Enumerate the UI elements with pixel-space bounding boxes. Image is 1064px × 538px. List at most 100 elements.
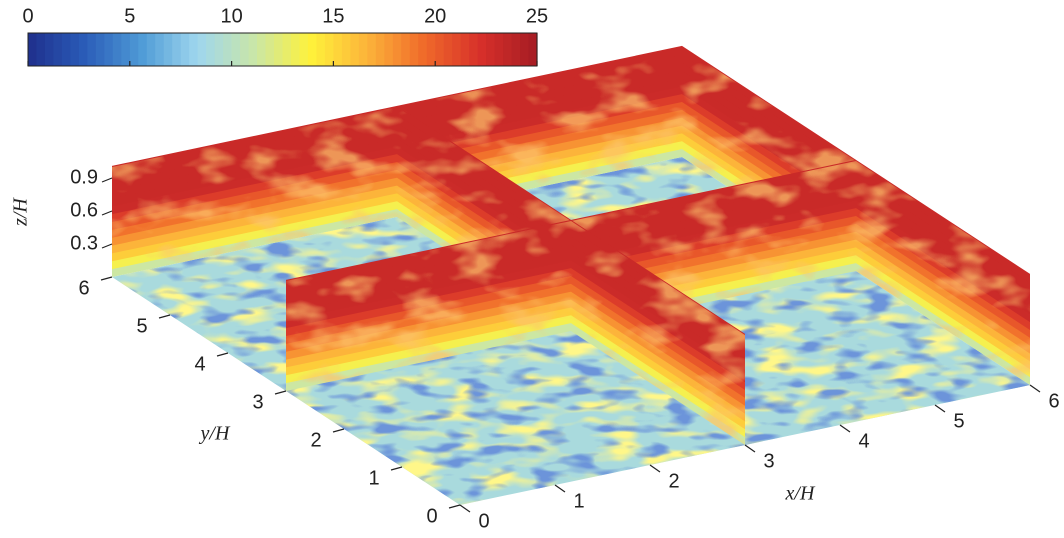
y-tick	[448, 504, 461, 509]
colorbar-cell	[257, 33, 267, 66]
colorbar-cell	[358, 33, 368, 66]
y-tick-label: 5	[136, 315, 147, 337]
z-tick-label: 0.3	[70, 232, 98, 254]
colorbar-cell	[87, 33, 97, 66]
colorbar-cell	[28, 33, 38, 66]
colorbar-cell	[307, 33, 318, 66]
colorbar-tick-label: 20	[424, 5, 446, 27]
y-tick-label: 4	[194, 353, 205, 375]
x-tick-label: 2	[668, 470, 679, 492]
colorbar-cell	[146, 33, 156, 66]
colorbar-cell	[155, 33, 165, 66]
colorbar-cell	[223, 33, 233, 66]
colorbar-frame	[27, 32, 538, 67]
colorbar-cell	[341, 33, 351, 66]
x-tick	[554, 484, 566, 493]
colorbar-cell	[316, 33, 326, 66]
colorbar-cell	[333, 33, 343, 66]
colorbar-cell	[469, 33, 479, 66]
colorbar-tick-label: 25	[526, 5, 548, 27]
colorbar-cell	[240, 33, 250, 66]
colorbar-cell	[172, 33, 182, 66]
colorbar-cell	[61, 33, 72, 66]
colorbar-cell	[520, 33, 530, 66]
y-tick	[100, 276, 113, 281]
x-tick-label: 3	[763, 450, 774, 472]
colorbar-cell	[290, 33, 301, 66]
colorbar-cell	[452, 33, 462, 66]
colorbar-tick-label: 0	[22, 5, 33, 27]
colorbar-cell	[282, 33, 292, 66]
colorbar-cell	[367, 33, 377, 66]
colorbar-cell	[180, 33, 190, 66]
colorbar-cell	[163, 33, 173, 66]
colorbar-cell	[231, 33, 241, 66]
colorbar-tick-label: 5	[124, 5, 135, 27]
colorbar-cell	[36, 33, 46, 66]
colorbar-cell	[214, 33, 224, 66]
colorbar-cell	[189, 33, 199, 66]
colorbar-cell	[129, 33, 139, 66]
colorbar-cell	[528, 33, 538, 66]
colorbar-cell	[324, 33, 334, 66]
y-tick-label: 2	[310, 429, 321, 451]
z-tick	[101, 243, 113, 249]
colorbar-cell	[460, 33, 470, 66]
x-tick	[744, 444, 756, 453]
z-tick-label: 0.6	[70, 199, 98, 221]
colorbar-cell	[401, 33, 411, 66]
colorbar-cell	[375, 33, 385, 66]
colorbar-cell	[443, 33, 453, 66]
x-tick	[839, 424, 851, 433]
x-tick-label: 6	[1048, 390, 1059, 412]
y-tick	[158, 314, 171, 319]
z-axis-label: z/H	[10, 197, 32, 227]
colorbar-cell	[104, 33, 114, 66]
colorbar-cell	[494, 33, 504, 66]
y-tick-label: 3	[252, 391, 263, 413]
y-axis-label: y/H	[199, 423, 231, 445]
y-tick-label: 0	[426, 505, 437, 527]
colorbar-cell	[384, 33, 394, 66]
colorbar-cell	[274, 33, 284, 66]
colorbar-cell	[350, 33, 360, 66]
colorbar-cell	[95, 33, 105, 66]
y-tick-label: 6	[78, 277, 89, 299]
y-tick	[390, 466, 403, 471]
colorbar-cell	[426, 33, 436, 66]
z-tick	[101, 177, 113, 183]
x-tick	[1029, 384, 1041, 393]
colorbar-cell	[206, 33, 216, 66]
y-tick	[332, 428, 345, 433]
colorbar-tick-label: 15	[322, 5, 344, 27]
z-tick	[101, 210, 113, 216]
colorbar-cell	[486, 33, 496, 66]
x-axis-label: x/H	[785, 483, 816, 505]
colorbar-cell	[265, 33, 275, 66]
x-tick-label: 0	[478, 510, 489, 532]
colorbar-cell	[409, 33, 419, 66]
colorbar-cell	[392, 33, 402, 66]
x-tick	[649, 464, 661, 473]
colorbar-cell	[511, 33, 521, 66]
colorbar-cell	[53, 33, 63, 66]
x-tick	[934, 404, 946, 413]
colorbar-cell	[197, 33, 207, 66]
y-tick	[216, 352, 229, 357]
colorbar-tick-label: 10	[220, 5, 242, 27]
colorbar-cell	[299, 33, 309, 66]
y-tick	[274, 390, 287, 395]
colorbar-cell	[477, 33, 487, 66]
colorbar-cell	[418, 33, 428, 66]
x-tick-label: 4	[858, 430, 869, 452]
colorbar-cell	[70, 33, 80, 66]
colorbar-cell	[44, 33, 55, 66]
colorbar-cell	[78, 33, 88, 66]
colorbar-cell	[121, 33, 131, 66]
colorbar-cell	[112, 33, 122, 66]
slice-texture	[571, 221, 745, 445]
x-tick-label: 1	[573, 490, 584, 512]
colorbar-cell	[435, 33, 445, 66]
colorbar-cell	[248, 33, 258, 66]
